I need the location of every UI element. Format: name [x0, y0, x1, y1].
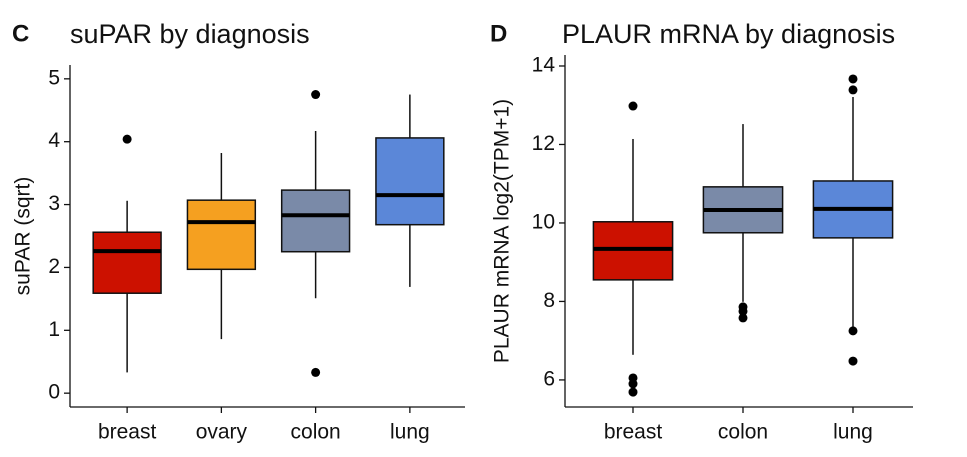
box [375, 137, 445, 226]
x-tick-label: ovary [196, 421, 248, 444]
x-tick-label: colon [718, 421, 768, 444]
y-tick-label: 1 [48, 318, 60, 341]
y-tick-label: 2 [48, 255, 60, 278]
outlier [738, 306, 748, 316]
chart-title: suPAR by diagnosis [70, 19, 310, 49]
y-tick-label: 4 [48, 129, 60, 152]
outlier [738, 313, 748, 323]
x-tick-label: breast [98, 421, 157, 444]
outlier [311, 90, 321, 100]
outlier [628, 387, 638, 397]
x-tick-label: breast [604, 421, 663, 444]
y-tick-label: 6 [543, 367, 555, 390]
y-tick-label: 14 [532, 54, 556, 77]
y-tick-label: 12 [532, 132, 555, 155]
box [280, 189, 351, 253]
outlier [848, 356, 858, 366]
panel-label: C [12, 20, 29, 47]
y-tick-label: 5 [48, 66, 60, 89]
x-tick-label: colon [291, 421, 341, 444]
y-tick-label: 8 [543, 289, 555, 312]
outlier [122, 134, 132, 144]
y-tick-label: 3 [48, 192, 60, 215]
outlier [848, 85, 858, 95]
y-axis-label: PLAUR mRNA log2(TPM+1) [491, 99, 514, 363]
chart-title: PLAUR mRNA by diagnosis [562, 19, 895, 49]
box [186, 199, 257, 271]
y-tick-label: 0 [48, 381, 60, 404]
outlier [628, 101, 638, 111]
outlier [848, 326, 858, 336]
outlier [311, 367, 321, 377]
x-tick-label: lung [390, 421, 430, 444]
x-tick-label: lung [833, 421, 873, 444]
outlier [848, 74, 858, 84]
y-tick-label: 10 [532, 211, 555, 234]
y-axis-label: suPAR (sqrt) [12, 177, 35, 296]
box [92, 231, 162, 294]
panel-label: D [490, 20, 507, 47]
outlier [628, 379, 638, 389]
